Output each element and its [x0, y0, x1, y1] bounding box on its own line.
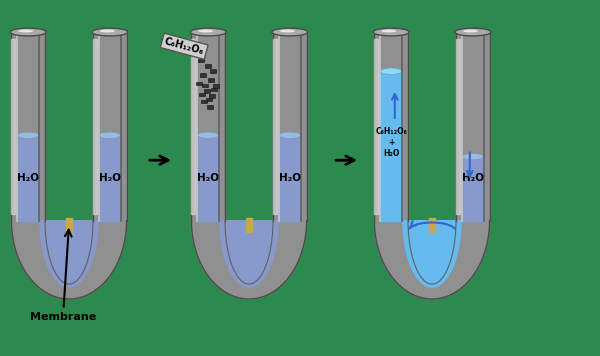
Bar — [205, 64, 211, 68]
Bar — [199, 93, 205, 96]
Polygon shape — [220, 221, 278, 287]
Polygon shape — [374, 221, 490, 299]
Ellipse shape — [198, 30, 214, 32]
Ellipse shape — [190, 28, 226, 36]
Bar — [198, 59, 204, 62]
Bar — [209, 94, 215, 98]
Polygon shape — [191, 39, 195, 214]
Polygon shape — [191, 32, 225, 221]
Ellipse shape — [197, 132, 219, 138]
Polygon shape — [17, 135, 39, 221]
Polygon shape — [403, 221, 461, 287]
Polygon shape — [273, 39, 277, 214]
Ellipse shape — [381, 30, 397, 32]
Text: H₂O: H₂O — [197, 173, 219, 183]
Polygon shape — [11, 221, 127, 299]
Text: H₂O: H₂O — [279, 173, 301, 183]
Ellipse shape — [10, 28, 46, 36]
Text: Membrane: Membrane — [30, 230, 96, 323]
Text: H₂O: H₂O — [462, 173, 484, 183]
Ellipse shape — [279, 132, 301, 138]
Ellipse shape — [380, 68, 402, 74]
Ellipse shape — [99, 132, 121, 138]
Ellipse shape — [92, 28, 128, 36]
Bar — [211, 88, 217, 91]
Bar — [204, 89, 210, 93]
Polygon shape — [191, 221, 307, 299]
Polygon shape — [429, 218, 435, 232]
Ellipse shape — [463, 30, 478, 32]
Ellipse shape — [455, 28, 491, 36]
Bar — [201, 100, 207, 103]
Ellipse shape — [18, 30, 34, 32]
Text: C₆H₁₂O₆: C₆H₁₂O₆ — [163, 36, 205, 56]
Polygon shape — [279, 135, 301, 221]
Ellipse shape — [17, 132, 39, 138]
Ellipse shape — [462, 153, 484, 160]
Polygon shape — [456, 32, 490, 221]
Bar — [196, 82, 202, 85]
Polygon shape — [374, 32, 408, 221]
Polygon shape — [380, 71, 402, 221]
Text: H₂O: H₂O — [17, 173, 39, 183]
Polygon shape — [462, 157, 484, 221]
Polygon shape — [93, 39, 97, 214]
Bar — [200, 73, 206, 77]
Polygon shape — [66, 218, 72, 232]
Ellipse shape — [100, 30, 115, 32]
Polygon shape — [40, 221, 98, 287]
Polygon shape — [456, 39, 460, 214]
Polygon shape — [374, 39, 378, 214]
Polygon shape — [11, 32, 45, 221]
Text: C₆H₁₂O₆
+
H₂O: C₆H₁₂O₆ + H₂O — [375, 127, 407, 158]
Polygon shape — [93, 32, 127, 221]
Text: H₂O: H₂O — [99, 173, 121, 183]
Bar — [202, 84, 208, 87]
Polygon shape — [273, 32, 307, 221]
Polygon shape — [11, 39, 15, 214]
Bar — [213, 84, 219, 88]
Bar — [207, 105, 213, 109]
Bar — [208, 78, 214, 82]
Polygon shape — [99, 135, 121, 221]
Bar — [206, 98, 212, 101]
Ellipse shape — [373, 28, 409, 36]
Polygon shape — [197, 135, 219, 221]
Polygon shape — [246, 218, 252, 232]
Bar — [210, 69, 216, 73]
Ellipse shape — [280, 30, 295, 32]
Ellipse shape — [272, 28, 308, 36]
